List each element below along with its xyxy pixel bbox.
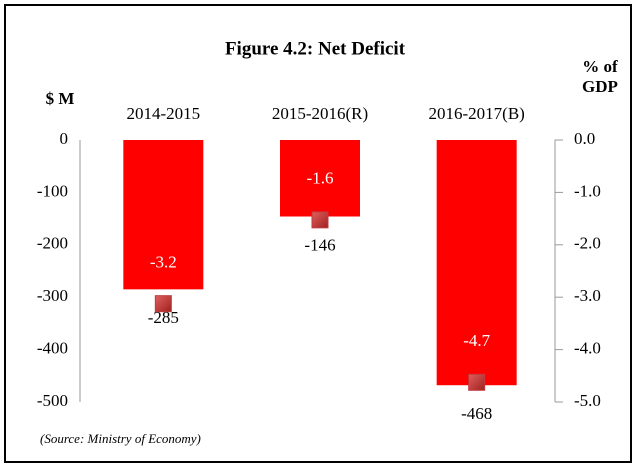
bar-value-label: -146 xyxy=(304,235,335,254)
bar xyxy=(280,140,360,217)
y2-axis-label: % of xyxy=(582,57,618,76)
y2-axis-label: GDP xyxy=(582,77,618,96)
y2-tick-label: -4.0 xyxy=(574,339,601,358)
x-tick-label: 2016-2017(B) xyxy=(429,104,525,123)
marker xyxy=(311,211,329,229)
bar xyxy=(436,140,517,386)
y-tick-label: -400 xyxy=(37,339,68,358)
y-tick-label: -500 xyxy=(37,391,68,410)
source-note: (Source: Ministry of Economy) xyxy=(40,431,201,446)
marker-value-label: -4.7 xyxy=(463,331,490,350)
frame xyxy=(4,4,632,463)
marker xyxy=(154,295,172,313)
y-tick-label: -200 xyxy=(37,234,68,253)
bar-value-label: -285 xyxy=(148,308,179,327)
chart-title: Figure 4.2: Net Deficit xyxy=(225,38,406,59)
y-tick-label: -300 xyxy=(37,286,68,305)
y2-tick-label: -3.0 xyxy=(574,286,601,305)
marker-value-label: -1.6 xyxy=(307,169,334,188)
y-axis-label: $ M xyxy=(46,89,75,108)
x-tick-label: 2014-2015 xyxy=(126,104,200,123)
y-tick-label: 0 xyxy=(60,129,69,148)
y2-tick-label: -1.0 xyxy=(574,181,601,200)
y2-tick-label: -5.0 xyxy=(574,391,601,410)
marker-value-label: -3.2 xyxy=(150,253,177,272)
y-tick-label: -100 xyxy=(37,181,68,200)
y2-tick-label: 0.0 xyxy=(574,129,595,148)
y2-tick-label: -2.0 xyxy=(574,234,601,253)
bar-value-label: -468 xyxy=(461,404,492,423)
x-tick-label: 2015-2016(R) xyxy=(272,104,368,123)
marker xyxy=(468,373,486,391)
bar xyxy=(123,140,204,290)
